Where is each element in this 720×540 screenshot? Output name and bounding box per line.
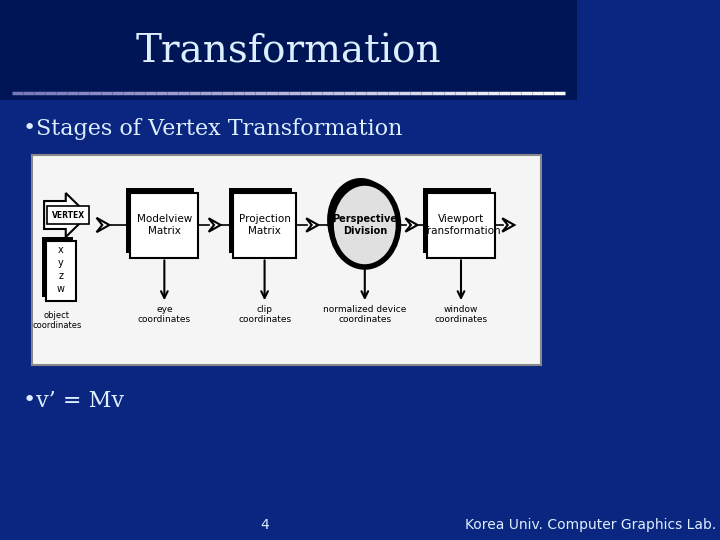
Circle shape [327,178,395,262]
Text: •: • [22,118,36,138]
Text: Perspective
Division: Perspective Division [333,214,397,236]
Polygon shape [405,218,418,232]
Text: w: w [57,284,65,294]
FancyBboxPatch shape [229,187,292,253]
Polygon shape [44,193,88,237]
Text: object
coordinates: object coordinates [32,311,81,330]
FancyBboxPatch shape [0,0,577,100]
Text: y: y [58,258,64,268]
FancyBboxPatch shape [42,237,73,297]
Text: 4: 4 [260,518,269,532]
FancyBboxPatch shape [427,192,495,258]
Polygon shape [96,218,109,232]
FancyBboxPatch shape [126,187,194,253]
Text: clip
coordinates: clip coordinates [238,305,291,325]
FancyBboxPatch shape [423,187,491,253]
Polygon shape [503,218,514,232]
FancyBboxPatch shape [130,192,199,258]
Circle shape [331,183,398,267]
Text: eye
coordinates: eye coordinates [138,305,191,325]
FancyBboxPatch shape [45,241,76,301]
FancyBboxPatch shape [48,206,89,224]
Text: Korea Univ. Computer Graphics Lab.: Korea Univ. Computer Graphics Lab. [465,518,716,532]
Text: •: • [22,390,36,410]
Text: Transformation: Transformation [136,33,441,71]
Text: VERTEX: VERTEX [52,211,85,219]
FancyBboxPatch shape [32,155,541,365]
Text: Projection
Matrix: Projection Matrix [238,214,290,236]
Text: v’ = Mv: v’ = Mv [36,390,125,412]
Text: Stages of Vertex Transformation: Stages of Vertex Transformation [36,118,402,140]
Text: window
coordinates: window coordinates [434,305,487,325]
Polygon shape [306,218,318,232]
Text: Viewport
Transformation: Viewport Transformation [422,214,500,236]
Text: z: z [58,271,63,281]
Polygon shape [209,218,220,232]
Text: x: x [58,245,64,255]
Text: Modelview
Matrix: Modelview Matrix [137,214,192,236]
FancyBboxPatch shape [233,192,296,258]
Text: normalized device
coordinates: normalized device coordinates [323,305,407,325]
